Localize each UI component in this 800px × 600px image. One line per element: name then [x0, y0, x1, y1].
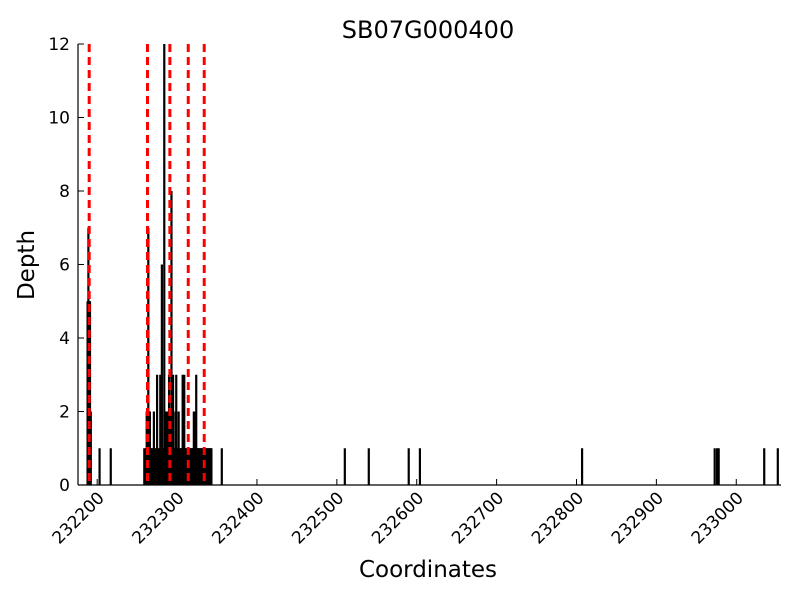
x-tick-label: 232700 — [448, 488, 508, 548]
x-tick-label: 232400 — [208, 488, 268, 548]
y-ticks: 0 2 4 6 8 10 12 — [48, 35, 84, 496]
x-tick-label: 232800 — [528, 488, 588, 548]
y-tick-label: 0 — [59, 476, 70, 496]
x-tick-label: 232900 — [608, 488, 668, 548]
chart-title: SB07G000400 — [342, 16, 514, 44]
reference-lines-layer — [87, 44, 206, 485]
y-axis-title: Depth — [14, 230, 40, 300]
y-tick-label: 2 — [59, 403, 70, 423]
y-tick-label: 4 — [59, 329, 70, 349]
y-tick-label: 8 — [59, 182, 70, 202]
y-tick-label: 10 — [48, 109, 70, 129]
x-tick-label: 232500 — [288, 488, 348, 548]
x-tick-label: 232600 — [368, 488, 428, 548]
x-tick-label: 233000 — [688, 488, 748, 548]
x-ticks: 232200 232300 232400 232500 232600 232700 2328… — [49, 479, 748, 548]
y-tick-label: 12 — [48, 35, 70, 55]
x-tick-label: 232300 — [129, 488, 189, 548]
x-axis-title: Coordinates — [359, 557, 497, 583]
bars-layer — [86, 44, 779, 485]
x-tick-label: 232200 — [49, 488, 109, 548]
y-tick-label: 6 — [59, 256, 70, 276]
